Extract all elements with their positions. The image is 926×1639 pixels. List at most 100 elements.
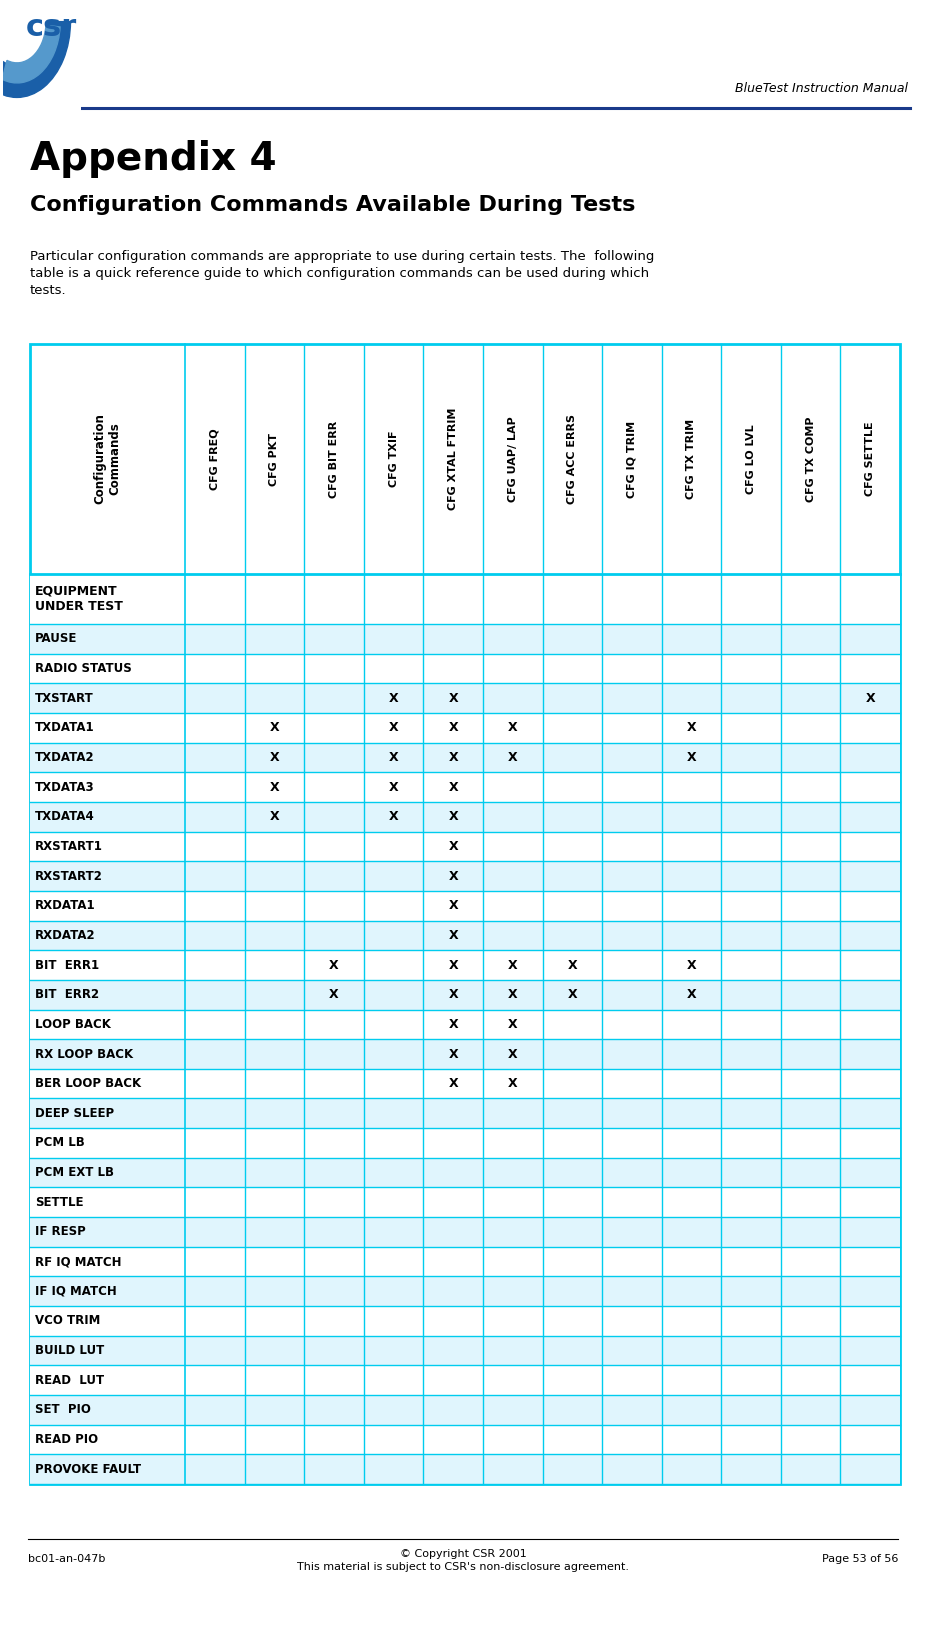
Text: CFG BIT ERR: CFG BIT ERR bbox=[329, 420, 339, 498]
Text: CFG UAP/ LAP: CFG UAP/ LAP bbox=[507, 416, 518, 502]
Text: RX LOOP BACK: RX LOOP BACK bbox=[35, 1047, 133, 1060]
Text: X: X bbox=[329, 959, 339, 972]
Text: X: X bbox=[568, 988, 577, 1001]
Bar bbox=[30, 1277, 900, 1306]
Text: X: X bbox=[269, 780, 279, 793]
Text: READ PIO: READ PIO bbox=[35, 1432, 98, 1446]
Text: PCM LB: PCM LB bbox=[35, 1136, 85, 1149]
Text: X: X bbox=[507, 1077, 518, 1090]
Text: BIT  ERR1: BIT ERR1 bbox=[35, 959, 99, 972]
Text: X: X bbox=[448, 839, 458, 852]
Text: SETTLE: SETTLE bbox=[35, 1196, 83, 1210]
Text: SET  PIO: SET PIO bbox=[35, 1403, 91, 1416]
Text: RF IQ MATCH: RF IQ MATCH bbox=[35, 1255, 121, 1269]
Bar bbox=[30, 1039, 900, 1069]
Text: Configuration Commands Available During Tests: Configuration Commands Available During … bbox=[30, 195, 635, 215]
Text: EQUIPMENT
UNDER TEST: EQUIPMENT UNDER TEST bbox=[35, 585, 123, 613]
Text: CFG XTAL FTRIM: CFG XTAL FTRIM bbox=[448, 408, 458, 510]
Text: X: X bbox=[687, 751, 696, 764]
Wedge shape bbox=[2, 25, 60, 84]
Bar bbox=[30, 1306, 900, 1336]
Text: Appendix 4: Appendix 4 bbox=[30, 139, 277, 179]
Text: RXSTART1: RXSTART1 bbox=[35, 839, 103, 852]
Text: X: X bbox=[389, 692, 398, 705]
Text: BUILD LUT: BUILD LUT bbox=[35, 1344, 105, 1357]
Text: TXDATA2: TXDATA2 bbox=[35, 751, 94, 764]
Text: X: X bbox=[507, 988, 518, 1001]
Text: CFG TX TRIM: CFG TX TRIM bbox=[686, 420, 696, 498]
Text: X: X bbox=[507, 1047, 518, 1060]
Text: X: X bbox=[448, 900, 458, 913]
Text: Particular configuration commands are appropriate to use during certain tests. T: Particular configuration commands are ap… bbox=[30, 251, 655, 297]
Text: X: X bbox=[687, 721, 696, 734]
Bar bbox=[30, 831, 900, 860]
Text: X: X bbox=[507, 721, 518, 734]
Text: CFG LO LVL: CFG LO LVL bbox=[746, 425, 756, 493]
Text: RXSTART2: RXSTART2 bbox=[35, 870, 103, 882]
Bar bbox=[30, 1157, 900, 1187]
Bar bbox=[30, 1365, 900, 1395]
Text: CFG TXIF: CFG TXIF bbox=[389, 431, 398, 487]
Text: CFG SETTLE: CFG SETTLE bbox=[865, 421, 875, 497]
Bar bbox=[30, 344, 900, 1483]
Text: Configuration
Commands: Configuration Commands bbox=[94, 413, 121, 505]
Text: X: X bbox=[389, 810, 398, 823]
Text: LOOP BACK: LOOP BACK bbox=[35, 1018, 111, 1031]
Text: CFG PKT: CFG PKT bbox=[269, 433, 280, 485]
Text: CFG ACC ERRS: CFG ACC ERRS bbox=[568, 415, 577, 505]
Bar bbox=[30, 713, 900, 742]
Text: X: X bbox=[507, 1018, 518, 1031]
Bar bbox=[30, 980, 900, 1010]
Text: X: X bbox=[448, 929, 458, 942]
Text: RADIO STATUS: RADIO STATUS bbox=[35, 662, 131, 675]
Text: X: X bbox=[687, 988, 696, 1001]
Text: csr: csr bbox=[26, 13, 77, 41]
Bar bbox=[30, 921, 900, 951]
Bar bbox=[30, 892, 900, 921]
Text: X: X bbox=[568, 959, 577, 972]
Text: X: X bbox=[448, 721, 458, 734]
Text: X: X bbox=[448, 810, 458, 823]
Text: X: X bbox=[269, 810, 279, 823]
Bar bbox=[30, 1069, 900, 1098]
Bar bbox=[30, 772, 900, 801]
Text: bc01-an-047b: bc01-an-047b bbox=[28, 1554, 106, 1564]
Text: X: X bbox=[389, 780, 398, 793]
Bar bbox=[30, 1128, 900, 1157]
Text: X: X bbox=[448, 1077, 458, 1090]
Bar bbox=[30, 624, 900, 654]
Text: IF IQ MATCH: IF IQ MATCH bbox=[35, 1285, 117, 1298]
Text: PAUSE: PAUSE bbox=[35, 633, 78, 646]
Text: X: X bbox=[448, 988, 458, 1001]
Bar bbox=[30, 860, 900, 892]
Text: X: X bbox=[448, 780, 458, 793]
Text: TXDATA3: TXDATA3 bbox=[35, 780, 94, 793]
Text: X: X bbox=[269, 721, 279, 734]
Text: VCO TRIM: VCO TRIM bbox=[35, 1314, 100, 1328]
Text: CFG TX COMP: CFG TX COMP bbox=[806, 416, 816, 502]
Bar bbox=[30, 801, 900, 831]
Text: X: X bbox=[448, 1047, 458, 1060]
Bar bbox=[30, 1336, 900, 1365]
Text: Page 53 of 56: Page 53 of 56 bbox=[821, 1554, 898, 1564]
Bar bbox=[30, 1098, 900, 1128]
Text: BIT  ERR2: BIT ERR2 bbox=[35, 988, 99, 1001]
Text: PROVOKE FAULT: PROVOKE FAULT bbox=[35, 1462, 141, 1475]
Wedge shape bbox=[0, 21, 70, 97]
Text: IF RESP: IF RESP bbox=[35, 1226, 86, 1239]
Bar bbox=[30, 1247, 900, 1277]
Text: X: X bbox=[448, 1018, 458, 1031]
Text: CFG IQ TRIM: CFG IQ TRIM bbox=[627, 421, 637, 498]
Text: X: X bbox=[448, 751, 458, 764]
Text: BER LOOP BACK: BER LOOP BACK bbox=[35, 1077, 141, 1090]
Text: CFG FREQ: CFG FREQ bbox=[210, 428, 219, 490]
Bar bbox=[30, 951, 900, 980]
Bar bbox=[30, 683, 900, 713]
Text: X: X bbox=[269, 751, 279, 764]
Text: X: X bbox=[507, 959, 518, 972]
Text: X: X bbox=[448, 959, 458, 972]
Text: RXDATA1: RXDATA1 bbox=[35, 900, 95, 913]
Text: X: X bbox=[389, 721, 398, 734]
Bar bbox=[30, 654, 900, 683]
Text: TXDATA1: TXDATA1 bbox=[35, 721, 94, 734]
